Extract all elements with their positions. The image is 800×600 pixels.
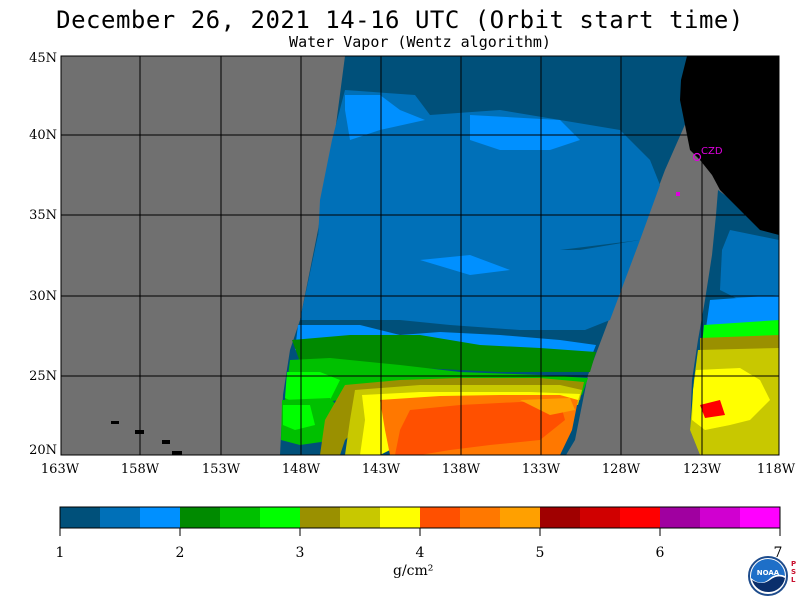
colorbar-swatch (180, 507, 221, 528)
colorbar-swatch (60, 507, 101, 528)
buoy-marker (676, 192, 680, 196)
colorbar-label-2: 2 (175, 545, 185, 561)
lon-label-153w: 153W (201, 462, 241, 477)
map-subtitle: Water Vapor (Wentz algorithm) (289, 33, 551, 51)
colorbar-swatch (340, 507, 381, 528)
colorbar-swatch (620, 507, 661, 528)
svg-text:NOAA: NOAA (757, 569, 780, 577)
colorbar-label-6: 6 (655, 545, 665, 561)
lon-label-118w: 118W (756, 462, 796, 477)
lat-label-25n: 25N (29, 369, 57, 384)
lat-label-40n: 40N (29, 128, 57, 143)
colorbar-label-7: 7 (773, 545, 783, 561)
colorbar-tick-marks (59, 528, 781, 536)
colorbar-swatch (740, 507, 781, 528)
colorbar-swatch (660, 507, 701, 528)
colorbar-swatch (220, 507, 261, 528)
lat-label-20n: 20N (29, 443, 57, 458)
lat-lon-grid (61, 56, 779, 455)
colorbar-label-4: 4 (415, 545, 425, 561)
lat-label-30n: 30N (29, 289, 57, 304)
colorbar (60, 507, 781, 528)
lon-label-128w: 128W (601, 462, 641, 477)
colorbar-label-3: 3 (295, 545, 305, 561)
colorbar-swatch (140, 507, 181, 528)
colorbar-swatch (700, 507, 741, 528)
colorbar-swatch (420, 507, 461, 528)
swath-east (690, 190, 779, 455)
lon-label-158w: 158W (120, 462, 160, 477)
colorbar-swatch (100, 507, 141, 528)
colorbar-swatch (300, 507, 341, 528)
colorbar-swatch (540, 507, 581, 528)
colorbar-swatch (460, 507, 501, 528)
station-marker (692, 152, 702, 162)
lon-label-123w: 123W (682, 462, 722, 477)
colorbar-swatch (500, 507, 541, 528)
lon-label-133w: 133W (521, 462, 561, 477)
lat-label-45n: 45N (29, 51, 57, 66)
noaa-logo: NOAA (748, 556, 788, 596)
map-title: December 26, 2021 14-16 UTC (Orbit start… (56, 6, 744, 34)
lon-label-148w: 148W (281, 462, 321, 477)
lat-label-35n: 35N (29, 208, 57, 223)
colorbar-swatch (260, 507, 301, 528)
north-america-land (680, 56, 779, 235)
colorbar-swatch (580, 507, 621, 528)
colorbar-label-1: 1 (55, 545, 65, 561)
colorbar-label-5: 5 (535, 545, 545, 561)
station-label: CZD (701, 146, 723, 157)
lon-label-143w: 143W (361, 462, 401, 477)
colorbar-unit-label: g/cm² (393, 563, 434, 579)
colorbar-swatch (380, 507, 421, 528)
map-frame (60, 55, 780, 456)
lon-label-138w: 138W (441, 462, 481, 477)
lon-label-163w: 163W (40, 462, 80, 477)
